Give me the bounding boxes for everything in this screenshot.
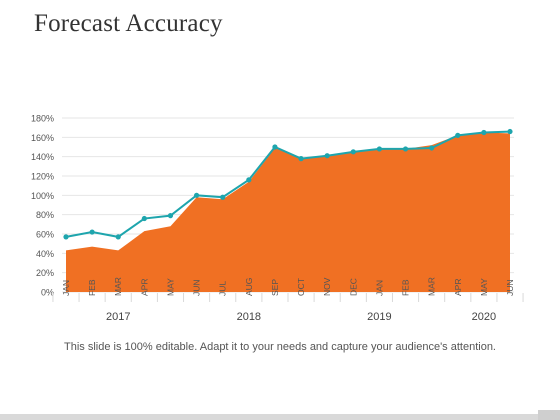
line-series-point	[324, 153, 330, 159]
y-tick-label: 180%	[31, 114, 54, 124]
line-series-point	[272, 144, 278, 150]
x-tick-label: JAN	[61, 280, 71, 296]
line-series-point	[350, 149, 356, 155]
line-series-point	[455, 132, 461, 138]
line-series-point	[193, 192, 200, 198]
year-label: 2018	[237, 311, 261, 323]
x-tick-label: MAY	[479, 278, 489, 296]
line-series-path	[65, 130, 511, 238]
y-tick-label: 20%	[36, 268, 54, 278]
line-series-point	[63, 234, 69, 240]
x-tick-label: AUG	[244, 278, 254, 296]
line-series-point	[507, 128, 513, 135]
x-tick-label: JUN	[505, 279, 515, 296]
line-series-point	[141, 215, 147, 222]
y-tick-label: 100%	[31, 191, 54, 201]
line-series-point	[115, 234, 121, 240]
x-tick-label: FEB	[87, 279, 97, 296]
y-tick-label: 40%	[36, 249, 54, 259]
year-label: 2019	[367, 311, 391, 323]
area-series	[66, 132, 510, 292]
x-tick-label: NOV	[322, 277, 332, 296]
x-tick-label: OCT	[296, 278, 306, 296]
x-tick-label: MAR	[113, 277, 123, 296]
y-tick-label: 140%	[31, 152, 54, 162]
line-series-point	[220, 194, 226, 200]
x-tick-label: MAR	[427, 277, 437, 296]
line-series	[63, 128, 513, 240]
line-series-point	[481, 129, 487, 136]
y-tick-label: 80%	[36, 210, 54, 220]
y-tick-label: 60%	[36, 230, 54, 240]
y-axis-labels: 0% 20% 40% 60% 80% 100% 120% 140% 160% 180%	[31, 114, 54, 298]
y-tick-label: 160%	[31, 133, 54, 143]
year-label: 2017	[106, 311, 130, 323]
x-tick-label: DEC	[348, 278, 358, 296]
slide-title: Forecast Accuracy	[34, 10, 223, 37]
x-axis: JAN FEB MAR APR MAY JUN JUL AUG SEP OCT NOV DEC JAN F…	[52, 277, 524, 323]
line-series-point	[167, 213, 174, 219]
line-series-point	[402, 146, 409, 152]
x-tick-label: SEP	[270, 279, 280, 296]
x-tick-label: APR	[139, 279, 149, 296]
line-series-point	[376, 146, 383, 152]
x-tick-label: MAY	[165, 278, 175, 296]
footer-tab	[538, 410, 560, 420]
x-tick-label: APR	[453, 279, 463, 296]
line-series-point	[246, 177, 252, 183]
line-series-point	[298, 156, 304, 162]
line-series-point	[429, 145, 435, 151]
x-tick-label: JAN	[374, 280, 384, 296]
y-tick-label: 0%	[41, 288, 54, 298]
x-tick-label: JUN	[192, 279, 202, 296]
x-tick-label: JUL	[218, 281, 228, 296]
y-tick-label: 120%	[31, 172, 54, 182]
footer-bar	[0, 414, 560, 420]
x-tick-label: FEB	[401, 279, 411, 296]
area-series-fill	[66, 132, 510, 292]
line-series-point	[89, 229, 95, 235]
slide-caption: This slide is 100% editable. Adapt it to…	[64, 341, 496, 353]
year-label: 2020	[472, 311, 496, 323]
forecast-accuracy-chart: 0% 20% 40% 60% 80% 100% 120% 140% 160% 180% JAN FE…	[31, 114, 524, 323]
